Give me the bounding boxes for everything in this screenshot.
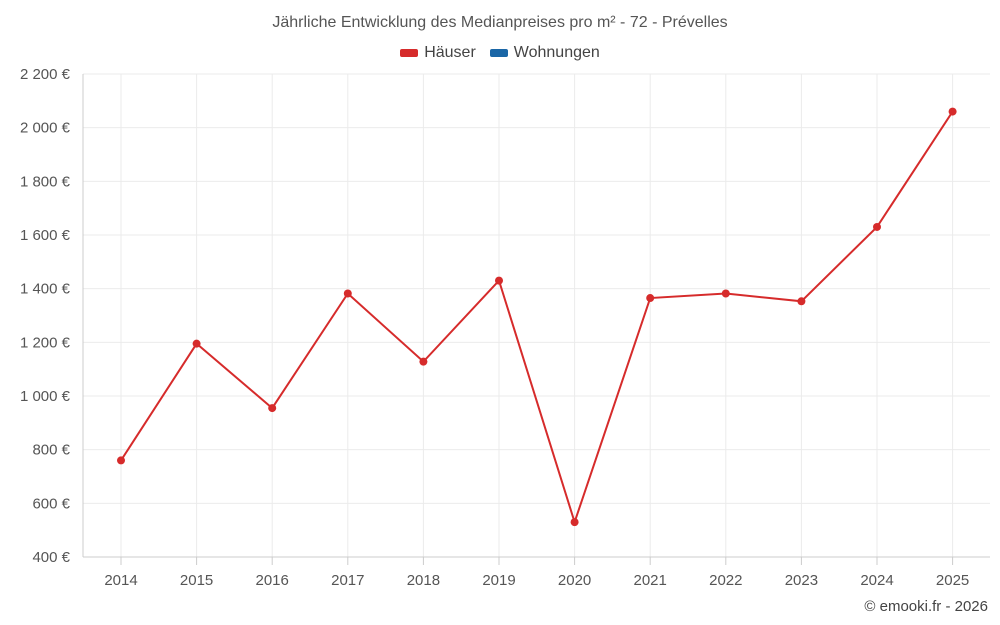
x-tick-label: 2021: [634, 572, 667, 589]
y-tick-label: 600 €: [32, 495, 70, 512]
x-tick-label: 2018: [407, 572, 440, 589]
x-tick-label: 2017: [331, 572, 364, 589]
x-tick-label: 2014: [104, 572, 137, 589]
x-tick-label: 2022: [709, 572, 742, 589]
data-point: [797, 297, 806, 306]
data-point: [419, 357, 428, 366]
data-point: [495, 276, 503, 285]
legend-item-wohnungen[interactable]: Wohnungen: [489, 44, 600, 62]
x-tick-label: 2023: [785, 572, 818, 589]
y-tick-label: 1 200 €: [20, 334, 71, 351]
y-tick-label: 1 000 €: [20, 388, 71, 405]
x-tick-label: 2019: [482, 572, 515, 589]
y-tick-label: 2 200 €: [20, 66, 71, 83]
x-tick-label: 2016: [256, 572, 289, 589]
y-tick-label: 400 €: [32, 549, 70, 566]
legend-swatch-wohnungen: [489, 49, 508, 57]
legend-item-haeuser[interactable]: Häuser: [400, 44, 476, 62]
data-point: [873, 222, 881, 231]
data-point: [570, 518, 579, 527]
data-point: [948, 107, 957, 116]
x-tick-label: 2024: [860, 572, 893, 589]
x-tick-label: 2015: [180, 572, 213, 589]
data-point: [646, 294, 655, 303]
x-tick-label: 2025: [936, 572, 969, 589]
legend-label-haeuser: Häuser: [424, 44, 476, 61]
data-point: [192, 339, 201, 348]
y-tick-label: 1 800 €: [20, 173, 71, 190]
data-point: [117, 456, 125, 465]
series-line-0: [120, 111, 954, 526]
y-tick-label: 1 600 €: [20, 227, 71, 244]
data-point: [721, 289, 730, 298]
credit-text: © emooki.fr - 2026: [864, 598, 988, 615]
legend-label-wohnungen: Wohnungen: [513, 44, 600, 61]
legend-swatch-haeuser: [400, 49, 419, 57]
legend: Häuser Wohnungen: [0, 44, 1000, 62]
chart-title: Jährliche Entwicklung des Medianpreises …: [272, 14, 728, 31]
data-point: [343, 289, 352, 298]
y-tick-label: 1 400 €: [20, 281, 71, 298]
data-point: [268, 404, 277, 413]
y-tick-label: 800 €: [32, 442, 70, 459]
y-tick-label: 2 000 €: [20, 120, 71, 137]
x-tick-label: 2020: [558, 572, 591, 589]
